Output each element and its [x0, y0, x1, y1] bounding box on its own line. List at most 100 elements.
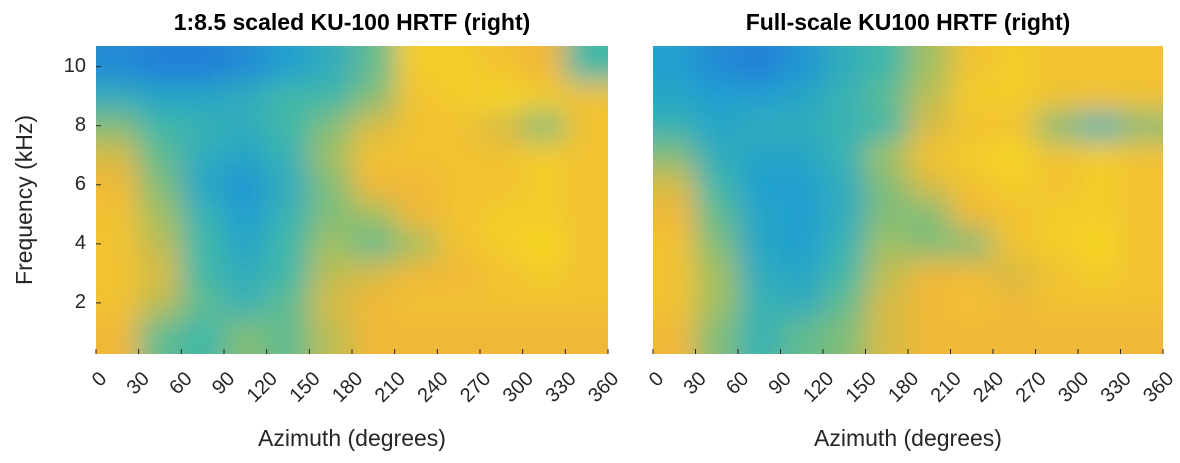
heatmap-cell — [139, 170, 182, 200]
heatmap-cell — [696, 81, 739, 111]
heatmap-cell — [738, 288, 781, 318]
heatmap-cell — [523, 229, 566, 259]
heatmap-cell — [908, 200, 951, 230]
heatmap-cell — [224, 200, 267, 230]
heatmap-cells — [623, 22, 1180, 378]
y-tick-label: 2 — [75, 291, 86, 313]
y-tick-label: 8 — [75, 114, 86, 136]
heatmap-cell — [866, 229, 909, 259]
heatmap-cell — [523, 200, 566, 230]
x-tick-label: 0 — [645, 368, 668, 391]
x-tick-label: 120 — [243, 368, 282, 407]
heatmap-cell — [866, 170, 909, 200]
x-tick-label: 210 — [371, 368, 410, 407]
heatmap-cell — [908, 318, 951, 378]
heatmap-cell — [738, 170, 781, 200]
heatmap-cell — [267, 288, 310, 318]
heatmap-cell — [823, 81, 866, 111]
heatmap-cell — [696, 288, 739, 318]
heatmap-cell — [395, 81, 438, 111]
heatmap-cell — [1078, 170, 1121, 200]
heatmap-cell — [267, 111, 310, 141]
heatmap-cell — [480, 288, 523, 318]
heatmap-cell — [781, 200, 824, 230]
heatmap-cell — [781, 288, 824, 318]
heatmap-cells — [66, 22, 639, 378]
heatmap-cell — [565, 22, 638, 82]
heatmap-cell — [908, 229, 951, 259]
heatmap-cell — [696, 200, 739, 230]
heatmap-cell — [1078, 81, 1121, 111]
heatmap-cell — [139, 111, 182, 141]
heatmap-cell — [951, 81, 994, 111]
x-tick-label: 60 — [722, 368, 753, 399]
heatmap-cell — [309, 140, 352, 170]
heatmap-cell — [437, 81, 480, 111]
heatmap-cell — [993, 81, 1036, 111]
heatmap-cell — [908, 170, 951, 200]
heatmap-cell — [1036, 170, 1079, 200]
heatmap-cell — [951, 259, 994, 289]
heatmap-cell — [1121, 170, 1180, 200]
x-tick-label: 0 — [88, 368, 111, 391]
heatmap-cell — [1121, 140, 1180, 170]
heatmap-cell — [696, 22, 739, 82]
heatmap-cell — [866, 259, 909, 289]
heatmap-cell — [181, 288, 224, 318]
heatmap-cell — [224, 259, 267, 289]
x-tick-label: 60 — [165, 368, 196, 399]
heatmap-cell — [623, 140, 696, 170]
x-tick-label: 270 — [456, 368, 495, 407]
heatmap-cell — [951, 288, 994, 318]
heatmap-cell — [993, 288, 1036, 318]
heatmap-cell — [623, 318, 696, 378]
heatmap-cell — [437, 229, 480, 259]
heatmap-cell — [437, 259, 480, 289]
heatmap-cell — [181, 229, 224, 259]
heatmap-cell — [951, 200, 994, 230]
heatmap-cell — [1121, 229, 1180, 259]
heatmap-cell — [181, 200, 224, 230]
heatmap-cell — [224, 288, 267, 318]
heatmap-cell — [738, 81, 781, 111]
heatmap-cell — [623, 200, 696, 230]
heatmap-cell — [1036, 200, 1079, 230]
heatmap-cell — [309, 81, 352, 111]
heatmap-cell — [480, 170, 523, 200]
heatmap-cell — [951, 318, 994, 378]
heatmap-cell — [623, 81, 696, 111]
x-tick-label: 240 — [413, 368, 452, 407]
heatmap-cell — [993, 140, 1036, 170]
heatmap-cell — [437, 288, 480, 318]
heatmap-cell — [696, 229, 739, 259]
heatmap-cell — [480, 259, 523, 289]
x-tick-label: 150 — [842, 368, 881, 407]
heatmap-cell — [823, 318, 866, 378]
heatmap-cell — [309, 111, 352, 141]
heatmap-cell — [437, 140, 480, 170]
heatmap-cell — [139, 140, 182, 170]
heatmap-cell — [352, 140, 395, 170]
heatmap-cell — [1036, 81, 1079, 111]
x-tick-label: 330 — [1097, 368, 1136, 407]
x-tick-label: 210 — [927, 368, 966, 407]
x-axis-label: Azimuth (degrees) — [814, 425, 1002, 451]
heatmap-cell — [565, 111, 638, 141]
heatmap-cell — [696, 140, 739, 170]
heatmap-cell — [565, 229, 638, 259]
heatmap-cell — [267, 81, 310, 111]
heatmap-cell — [565, 81, 638, 111]
heatmap-cell — [1078, 111, 1121, 141]
heatmap-cell — [866, 288, 909, 318]
heatmap-cell — [565, 140, 638, 170]
heatmap-cell — [352, 111, 395, 141]
heatmap-cell — [139, 229, 182, 259]
heatmap-cell — [1036, 140, 1079, 170]
heatmap-cell — [1078, 200, 1121, 230]
heatmap-cell — [395, 318, 438, 378]
heatmap-cell — [908, 259, 951, 289]
x-tick-label: 300 — [1054, 368, 1093, 407]
heatmap-cell — [1078, 288, 1121, 318]
heatmap-cell — [781, 259, 824, 289]
